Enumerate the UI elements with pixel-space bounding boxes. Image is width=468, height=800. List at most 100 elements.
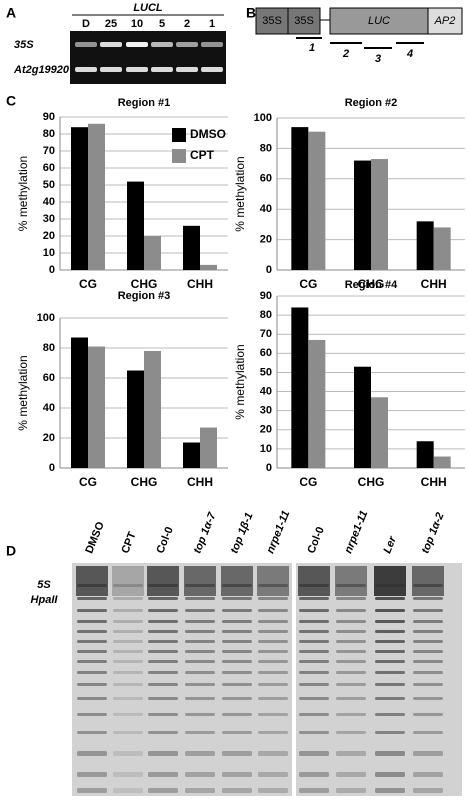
y-tick-label: 80: [43, 128, 55, 140]
band: [299, 671, 329, 674]
band: [222, 640, 252, 643]
smear: [298, 566, 330, 596]
band: [258, 609, 288, 612]
band: [258, 683, 288, 686]
band: [75, 42, 97, 47]
band: [299, 788, 329, 793]
box: [329, 7, 429, 35]
y-tick-label: 100: [37, 312, 55, 324]
band: [375, 597, 405, 600]
y-tick-label: 80: [260, 309, 272, 321]
band: [185, 660, 215, 663]
band: [222, 620, 252, 623]
band: [113, 772, 143, 777]
band: [336, 713, 366, 716]
band: [77, 697, 107, 700]
panel-label: D: [6, 543, 16, 559]
chart-title: Region #3: [118, 290, 171, 302]
band: [148, 697, 178, 700]
bar: [127, 181, 144, 270]
band: [336, 671, 366, 674]
lane-label: nrpe1-11: [264, 509, 292, 555]
band: [113, 660, 143, 663]
band: [148, 683, 178, 686]
band: [201, 67, 223, 72]
legend-label: CPT: [190, 148, 215, 162]
band: [258, 584, 288, 587]
band: [222, 713, 252, 716]
x-tick-label: CG: [79, 475, 97, 489]
band: [185, 671, 215, 674]
band: [185, 731, 215, 734]
lane-label: Ler: [381, 534, 399, 555]
band: [151, 67, 173, 72]
box-label: 35S: [294, 15, 314, 27]
band: [77, 630, 107, 633]
band: [413, 697, 443, 700]
band: [75, 67, 97, 72]
band: [201, 42, 223, 47]
row-label: 35S: [14, 39, 34, 51]
box-label: LUC: [368, 15, 390, 27]
band: [148, 788, 178, 793]
band: [148, 597, 178, 600]
band: [222, 683, 252, 686]
band: [299, 772, 329, 777]
y-tick-label: 30: [43, 213, 55, 225]
band: [222, 584, 252, 587]
band: [222, 788, 252, 793]
band: [299, 713, 329, 716]
band: [77, 751, 107, 756]
band: [113, 630, 143, 633]
band: [375, 683, 405, 686]
bar: [371, 397, 388, 468]
band: [336, 620, 366, 623]
band: [336, 788, 366, 793]
band: [185, 713, 215, 716]
y-tick-label: 0: [266, 264, 272, 276]
band: [100, 42, 122, 47]
band: [185, 788, 215, 793]
band: [413, 671, 443, 674]
smear: [374, 566, 406, 596]
panel-label: C: [6, 93, 16, 109]
band: [258, 597, 288, 600]
lane-label: 2: [184, 18, 190, 30]
lane-label: D: [82, 18, 90, 30]
band: [413, 630, 443, 633]
lane-label: 5: [159, 18, 165, 30]
band: [258, 751, 288, 756]
band: [258, 697, 288, 700]
band: [185, 640, 215, 643]
band: [77, 772, 107, 777]
y-tick-label: 60: [43, 372, 55, 384]
y-tick-label: 20: [43, 432, 55, 444]
chart-title: Region #4: [345, 279, 398, 291]
region-label: 4: [406, 48, 413, 60]
band: [336, 650, 366, 653]
band: [299, 683, 329, 686]
band: [336, 630, 366, 633]
x-tick-label: CG: [299, 475, 317, 489]
band: [148, 671, 178, 674]
x-tick-label: CHG: [358, 277, 385, 291]
band: [222, 671, 252, 674]
band: [299, 751, 329, 756]
band: [299, 630, 329, 633]
band: [258, 620, 288, 623]
y-tick-label: 90: [43, 111, 55, 123]
lane-label: top 1α-7: [191, 510, 219, 555]
y-tick-label: 10: [260, 443, 272, 455]
band: [185, 609, 215, 612]
lane-label: 25: [105, 18, 117, 30]
y-axis-label: % methylation: [233, 344, 247, 419]
y-tick-label: 0: [266, 462, 272, 474]
y-tick-label: 70: [43, 145, 55, 157]
band: [113, 584, 143, 587]
y-tick-label: 40: [260, 385, 272, 397]
gel-a: [70, 31, 226, 84]
y-tick-label: 40: [260, 203, 272, 215]
lane-label: top 1α-2: [419, 511, 446, 555]
bar: [354, 366, 371, 468]
gel-bands: [76, 566, 444, 793]
